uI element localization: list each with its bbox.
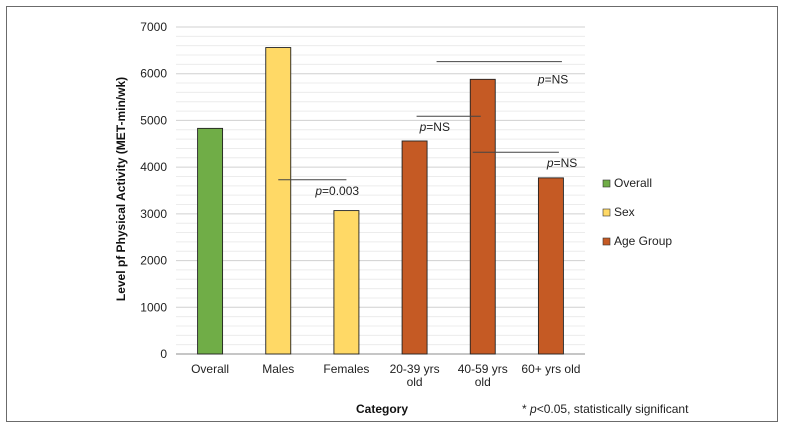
y-axis-ticks: 0 1000 2000 3000 4000 5000 6000 7000 [140, 20, 167, 361]
gridlines [176, 26, 585, 355]
p-symbol: p [546, 156, 554, 170]
legend-swatch [602, 179, 611, 188]
p-symbol: p [314, 184, 322, 198]
p-symbol: p [419, 120, 427, 134]
p-value: =0.003 [322, 184, 359, 198]
bar [469, 78, 496, 355]
x-tick-label: 40-59 yrs [458, 362, 508, 376]
bar [537, 177, 564, 355]
y-tick-label: 7000 [140, 20, 167, 34]
significance-label: p=NS [419, 120, 450, 134]
x-tick-label: old [407, 375, 423, 389]
y-tick-label: 2000 [140, 254, 167, 268]
bar [401, 140, 428, 355]
y-axis-title: Level pf Physical Activity (MET-min/wk) [114, 77, 128, 301]
x-tick-label: 60+ yrs old [521, 362, 580, 376]
significance-label: p=0.003 [314, 184, 359, 198]
p-symbol: p [537, 73, 545, 87]
bar [265, 47, 292, 355]
p-value: =NS [545, 73, 569, 87]
x-tick-label: Females [323, 362, 369, 376]
x-tick-label: old [475, 375, 491, 389]
x-tick-label: Males [262, 362, 294, 376]
y-tick-label: 0 [160, 347, 167, 361]
x-tick-label: Overall [191, 362, 229, 376]
y-tick-label: 6000 [140, 67, 167, 81]
x-tick-label: 20-39 yrs [390, 362, 440, 376]
significance-label: p=NS [537, 73, 568, 87]
legend-swatch [602, 208, 611, 217]
y-tick-label: 3000 [140, 207, 167, 221]
legend-label: Age Group [614, 234, 672, 248]
p-value: =NS [554, 156, 578, 170]
bars [197, 47, 564, 355]
y-tick-label: 5000 [140, 113, 167, 127]
legend-swatch [602, 237, 611, 246]
footnote: * p<0.05, statistically significant [522, 402, 689, 416]
legend-label: Sex [614, 205, 635, 219]
legend: Overall Sex Age Group [602, 176, 672, 248]
x-axis-title: Category [356, 402, 408, 416]
bar [333, 210, 360, 355]
legend-label: Overall [614, 176, 652, 190]
p-value: =NS [426, 120, 450, 134]
y-tick-label: 4000 [140, 160, 167, 174]
significance-label: p=NS [546, 156, 577, 170]
bar [197, 127, 224, 355]
y-tick-label: 1000 [140, 300, 167, 314]
